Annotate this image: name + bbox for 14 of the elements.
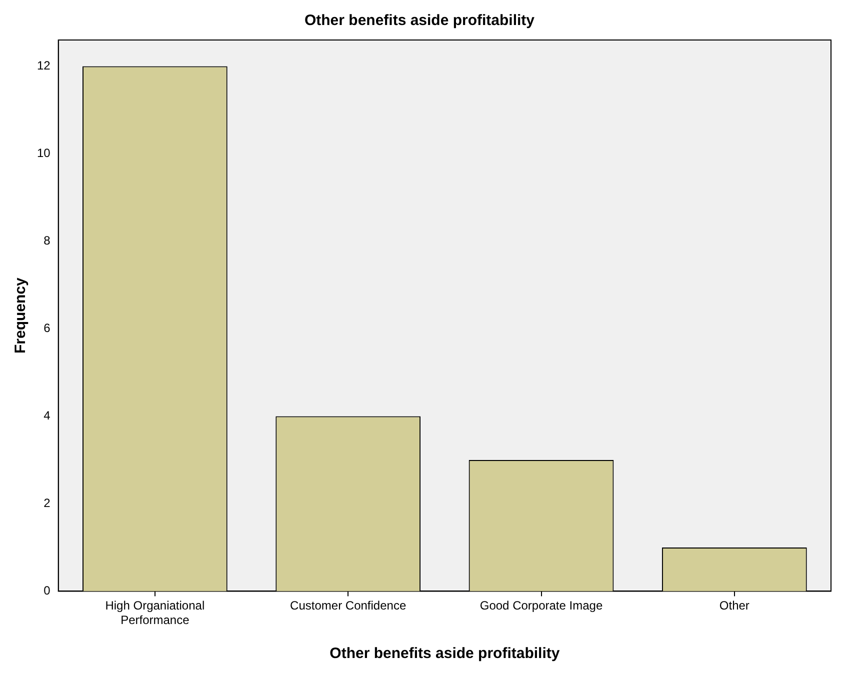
x-tick-label: Good Corporate Image [480, 598, 603, 613]
y-axis-title: Frequency [12, 277, 30, 354]
y-tick-label: 6 [44, 321, 51, 336]
x-tick-label: Customer Confidence [290, 598, 406, 613]
y-tick-label: 10 [36, 146, 51, 160]
x-tick-label: Other [719, 598, 750, 613]
x-axis-title: Other benefits aside profitability [330, 645, 560, 662]
y-tick-label: 8 [44, 234, 51, 248]
y-tick-label: 4 [44, 408, 51, 423]
y-tick-label: 12 [36, 58, 51, 73]
x-tick-label: High Organiational Performance [105, 598, 205, 628]
y-tick-label: 2 [44, 496, 51, 510]
chart-title: Other benefits aside profitability [304, 12, 536, 30]
y-tick-label: 0 [44, 584, 51, 598]
